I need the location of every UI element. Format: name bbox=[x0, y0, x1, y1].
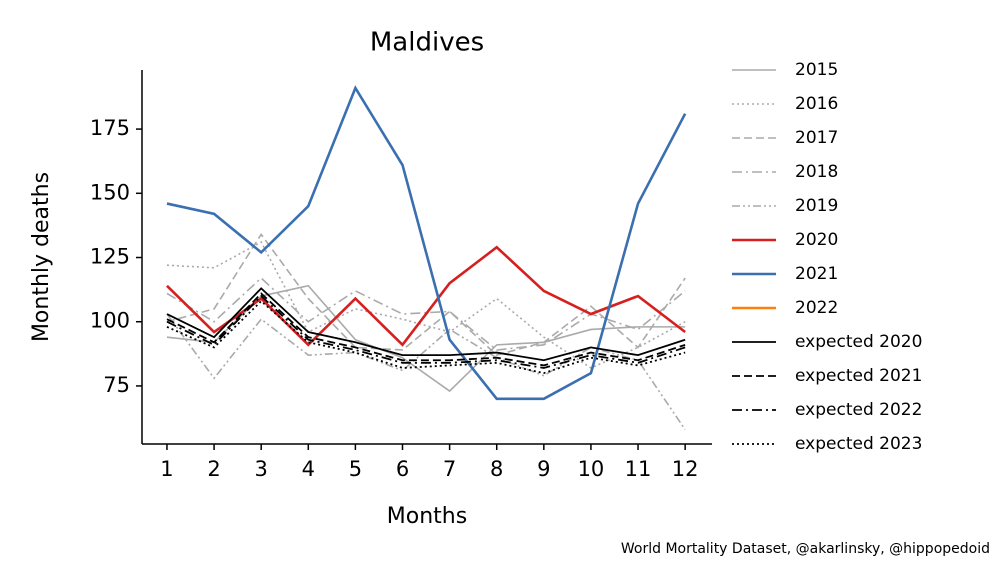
series-line bbox=[166, 299, 686, 375]
x-tick-label: 4 bbox=[302, 457, 315, 481]
series-line bbox=[166, 294, 686, 369]
x-tick-label: 2 bbox=[207, 457, 220, 481]
x-tick-label: 8 bbox=[490, 457, 503, 481]
source-note: World Mortality Dataset, @akarlinsky, @h… bbox=[621, 541, 990, 557]
legend-label: 2016 bbox=[795, 94, 838, 114]
y-tick-label: 175 bbox=[90, 116, 130, 140]
x-axis-label: Months bbox=[387, 504, 467, 529]
x-tick-label: 5 bbox=[349, 457, 362, 481]
x-tick-label: 10 bbox=[578, 457, 605, 481]
x-tick-label: 6 bbox=[396, 457, 409, 481]
chart-title: Maldives bbox=[370, 28, 484, 58]
legend-label: expected 2021 bbox=[795, 366, 922, 386]
legend-label: 2020 bbox=[795, 230, 838, 250]
x-tick-label: 3 bbox=[254, 457, 267, 481]
series-line bbox=[166, 85, 687, 401]
x-tick-label: 11 bbox=[625, 457, 652, 481]
y-tick-label: 75 bbox=[103, 373, 130, 397]
legend-label: 2022 bbox=[795, 298, 838, 318]
series-line bbox=[166, 284, 686, 393]
legend-label: 2019 bbox=[795, 196, 838, 216]
legend-label: 2018 bbox=[795, 162, 838, 182]
x-tick-label: 9 bbox=[537, 457, 550, 481]
x-tick-label: 7 bbox=[443, 457, 456, 481]
y-tick-label: 125 bbox=[90, 245, 130, 269]
legend-label: expected 2023 bbox=[795, 434, 922, 454]
legend-label: 2017 bbox=[795, 128, 838, 148]
x-tick-label: 1 bbox=[160, 457, 173, 481]
y-tick-label: 150 bbox=[90, 180, 130, 204]
y-axis-label: Monthly deaths bbox=[29, 172, 54, 342]
series-line bbox=[166, 287, 686, 362]
series-line bbox=[166, 313, 686, 431]
legend-label: expected 2022 bbox=[795, 400, 922, 420]
legend-label: 2021 bbox=[795, 264, 838, 284]
x-tick-label: 12 bbox=[672, 457, 699, 481]
legend-label: expected 2020 bbox=[795, 332, 922, 352]
y-tick-label: 100 bbox=[90, 309, 130, 333]
series-line bbox=[166, 292, 686, 367]
legend-label: 2015 bbox=[795, 60, 838, 80]
